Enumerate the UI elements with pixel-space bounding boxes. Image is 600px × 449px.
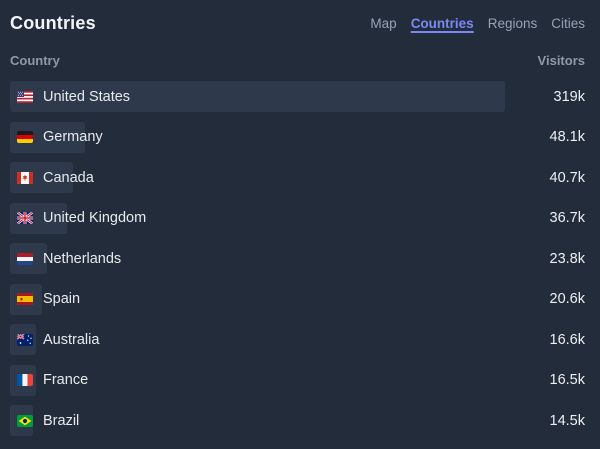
table-row: Canada 40.7k bbox=[10, 162, 585, 193]
country-cell[interactable]: United States bbox=[10, 81, 505, 112]
visitors-value: 48.1k bbox=[549, 129, 585, 145]
country-name[interactable]: Spain bbox=[43, 291, 81, 307]
panel-header: Countries Map Countries Regions Cities bbox=[10, 13, 585, 34]
tab-regions[interactable]: Regions bbox=[487, 16, 538, 31]
country-name[interactable]: Netherlands bbox=[43, 250, 122, 267]
table-row: United Kingdom 36.7k bbox=[10, 202, 585, 234]
country-cell[interactable]: Germany bbox=[10, 121, 505, 153]
visitors-value: 16.6k bbox=[549, 331, 585, 348]
tab-map[interactable]: Map bbox=[370, 16, 397, 31]
table-row: France 16.5k bbox=[10, 364, 585, 396]
country-name[interactable]: United States bbox=[43, 88, 131, 105]
column-header-country: Country bbox=[10, 53, 60, 68]
us-flag-icon bbox=[17, 90, 33, 103]
visitors-value: 36.7k bbox=[549, 210, 585, 226]
de-flag-icon bbox=[17, 131, 33, 143]
country-name[interactable]: France bbox=[43, 372, 89, 388]
table-row: United States 319k bbox=[10, 81, 585, 112]
table-row: Spain 20.6k bbox=[10, 283, 585, 315]
visitors-value: 319k bbox=[553, 88, 585, 105]
visitors-value: 20.6k bbox=[549, 291, 585, 307]
table-row: Germany 48.1k bbox=[10, 121, 585, 153]
bar bbox=[10, 81, 505, 112]
visitors-value: 23.8k bbox=[549, 250, 585, 267]
country-name[interactable]: Germany bbox=[43, 129, 103, 145]
table-row: Australia 16.6k bbox=[10, 324, 585, 355]
country-name[interactable]: Canada bbox=[43, 169, 94, 186]
au-flag-icon bbox=[17, 333, 33, 346]
fr-flag-icon bbox=[17, 374, 33, 386]
column-headers: Country Visitors bbox=[10, 53, 585, 68]
nl-flag-icon bbox=[17, 252, 33, 265]
table-row: Netherlands 23.8k bbox=[10, 243, 585, 274]
country-cell[interactable]: Brazil bbox=[10, 405, 505, 436]
panel-title: Countries bbox=[10, 13, 96, 33]
country-cell[interactable]: Australia bbox=[10, 324, 505, 355]
column-header-visitors: Visitors bbox=[537, 53, 585, 68]
country-cell[interactable]: Canada bbox=[10, 162, 505, 193]
table-row: Brazil 14.5k bbox=[10, 405, 585, 436]
ca-flag-icon bbox=[17, 171, 33, 184]
country-name[interactable]: United Kingdom bbox=[43, 210, 147, 226]
gb-flag-icon bbox=[17, 212, 33, 224]
country-cell[interactable]: United Kingdom bbox=[10, 202, 505, 234]
country-list: United States 319k Germany 48.1k Canada … bbox=[10, 81, 585, 436]
tab-cities[interactable]: Cities bbox=[551, 16, 585, 31]
breakdown-tabs: Map Countries Regions Cities bbox=[370, 16, 585, 31]
br-flag-icon bbox=[17, 414, 33, 427]
country-cell[interactable]: France bbox=[10, 364, 505, 396]
visitors-value: 16.5k bbox=[549, 372, 585, 388]
es-flag-icon bbox=[17, 293, 33, 305]
country-cell[interactable]: Spain bbox=[10, 283, 505, 315]
country-cell[interactable]: Netherlands bbox=[10, 243, 505, 274]
country-name[interactable]: Brazil bbox=[43, 412, 80, 429]
country-name[interactable]: Australia bbox=[43, 331, 100, 348]
tab-countries[interactable]: Countries bbox=[410, 16, 474, 31]
visitors-value: 14.5k bbox=[549, 412, 585, 429]
visitors-value: 40.7k bbox=[549, 169, 585, 186]
